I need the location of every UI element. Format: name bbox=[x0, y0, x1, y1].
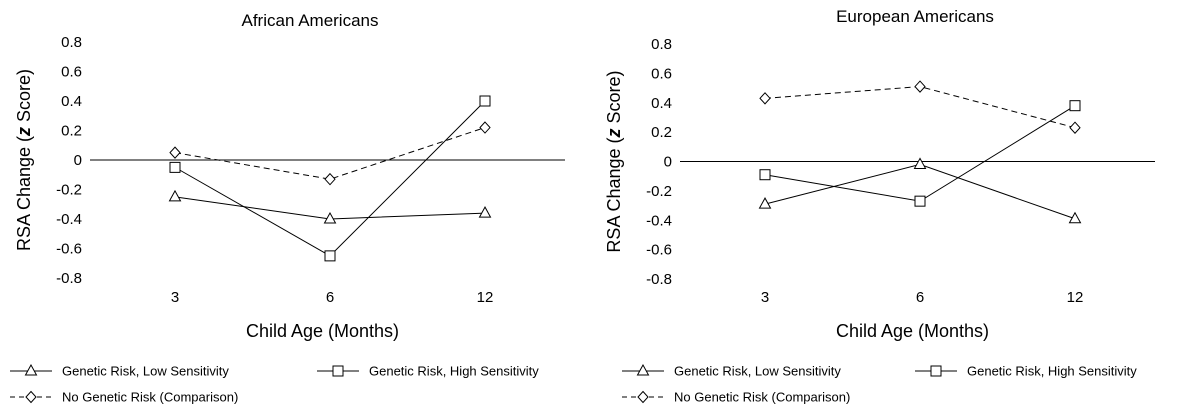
x-tick-label: 3 bbox=[171, 289, 179, 306]
data-point-diamond bbox=[914, 80, 926, 93]
chart-panel-2: European Americans 0.8 0.6 0.4 0.2 0 -0.2 -0.4 -… bbox=[604, 7, 1155, 405]
data-point-diamond bbox=[1069, 121, 1081, 134]
y-axis-label-part: RSA Change ( bbox=[14, 136, 34, 251]
legend-label-2: No Genetic Risk (Comparison) bbox=[674, 390, 850, 405]
x-tick-label: 3 bbox=[761, 289, 769, 306]
legend-label-2: No Genetic Risk (Comparison) bbox=[62, 390, 238, 405]
y-tick-label: -0.8 bbox=[646, 271, 672, 288]
chart-title: African Americans bbox=[242, 11, 379, 30]
data-point-triangle bbox=[478, 206, 492, 218]
data-point-square bbox=[1069, 100, 1081, 112]
y-tick-label: 0 bbox=[664, 154, 672, 171]
y-axis-label-part: z bbox=[604, 128, 624, 138]
series-triangle bbox=[168, 189, 492, 224]
data-point-triangle bbox=[758, 197, 772, 209]
y-axis-label-part: z bbox=[14, 127, 34, 137]
y-tick-label: -0.4 bbox=[56, 211, 82, 228]
legend-marker-0 bbox=[24, 363, 38, 376]
legend-label-1: Genetic Risk, High Sensitivity bbox=[967, 364, 1137, 379]
legend: Genetic Risk, Low Sensitivity Genetic Ris… bbox=[10, 364, 539, 405]
data-point-diamond bbox=[169, 146, 181, 159]
y-tick-label: -0.2 bbox=[646, 183, 672, 200]
y-tick-label: -0.8 bbox=[56, 270, 82, 287]
legend-marker-0 bbox=[636, 363, 650, 376]
legend-marker-1 bbox=[930, 365, 942, 377]
x-tick-label: 12 bbox=[1067, 289, 1084, 306]
series-square bbox=[759, 100, 1081, 207]
y-axis-label: RSA Change (z Score) bbox=[14, 69, 34, 251]
x-tick-label: 6 bbox=[916, 289, 924, 306]
y-tick-label: 0.6 bbox=[651, 65, 672, 82]
data-point-diamond bbox=[759, 92, 771, 105]
legend-marker-1 bbox=[332, 365, 344, 377]
legend-label-1: Genetic Risk, High Sensitivity bbox=[369, 364, 539, 379]
series-diamond bbox=[759, 80, 1081, 134]
data-point-square bbox=[169, 161, 181, 173]
x-tick-label: 6 bbox=[326, 289, 334, 306]
legend: Genetic Risk, Low Sensitivity Genetic Ris… bbox=[622, 364, 1137, 405]
data-point-triangle bbox=[1068, 211, 1082, 224]
y-tick-label: 0.6 bbox=[61, 64, 82, 81]
data-point-diamond bbox=[324, 172, 336, 186]
y-tick-label: 0.8 bbox=[61, 34, 82, 51]
legend-label-0: Genetic Risk, Low Sensitivity bbox=[62, 364, 229, 379]
y-tick-label: 0.4 bbox=[651, 95, 672, 112]
data-point-square bbox=[479, 95, 491, 107]
data-point-square bbox=[324, 250, 336, 262]
legend-marker-2 bbox=[637, 390, 649, 404]
data-point-triangle bbox=[168, 189, 182, 202]
y-tick-label: -0.4 bbox=[646, 212, 672, 229]
x-axis-label: Child Age (Months) bbox=[836, 321, 989, 341]
data-point-triangle bbox=[323, 211, 337, 224]
y-tick-label: 0.8 bbox=[651, 36, 672, 53]
series-line bbox=[764, 105, 1076, 202]
y-axis-label: RSA Change (z Score) bbox=[604, 70, 624, 252]
y-tick-label: 0.4 bbox=[61, 93, 82, 110]
y-tick-label: 0.2 bbox=[651, 124, 672, 141]
x-tick-label: 12 bbox=[477, 289, 494, 306]
y-axis-label-part: RSA Change ( bbox=[604, 137, 624, 252]
y-tick-label: -0.2 bbox=[56, 182, 82, 199]
y-tick-label: -0.6 bbox=[56, 241, 82, 258]
data-point-square bbox=[759, 169, 771, 181]
y-axis-label-part: Score) bbox=[604, 70, 624, 128]
series-line bbox=[764, 163, 1076, 220]
y-tick-label: -0.6 bbox=[646, 242, 672, 259]
y-tick-label: 0 bbox=[74, 152, 82, 169]
chart-panel-1: African Americans 0.8 0.6 0.4 0.2 0 -0.2 -0.4 -0… bbox=[10, 11, 565, 405]
y-axis-label-part: Score) bbox=[14, 69, 34, 127]
series-square bbox=[169, 95, 491, 262]
data-point-diamond bbox=[479, 121, 491, 134]
x-axis-label: Child Age (Months) bbox=[246, 321, 399, 341]
series-diamond bbox=[169, 121, 491, 186]
chart-title: European Americans bbox=[836, 7, 994, 26]
series-triangle bbox=[758, 157, 1082, 224]
legend-marker-2 bbox=[25, 390, 37, 404]
series-line bbox=[174, 127, 486, 180]
y-tick-label: 0.2 bbox=[61, 123, 82, 140]
data-point-square bbox=[914, 195, 926, 207]
legend-label-0: Genetic Risk, Low Sensitivity bbox=[674, 364, 841, 379]
data-point-triangle bbox=[913, 157, 927, 169]
